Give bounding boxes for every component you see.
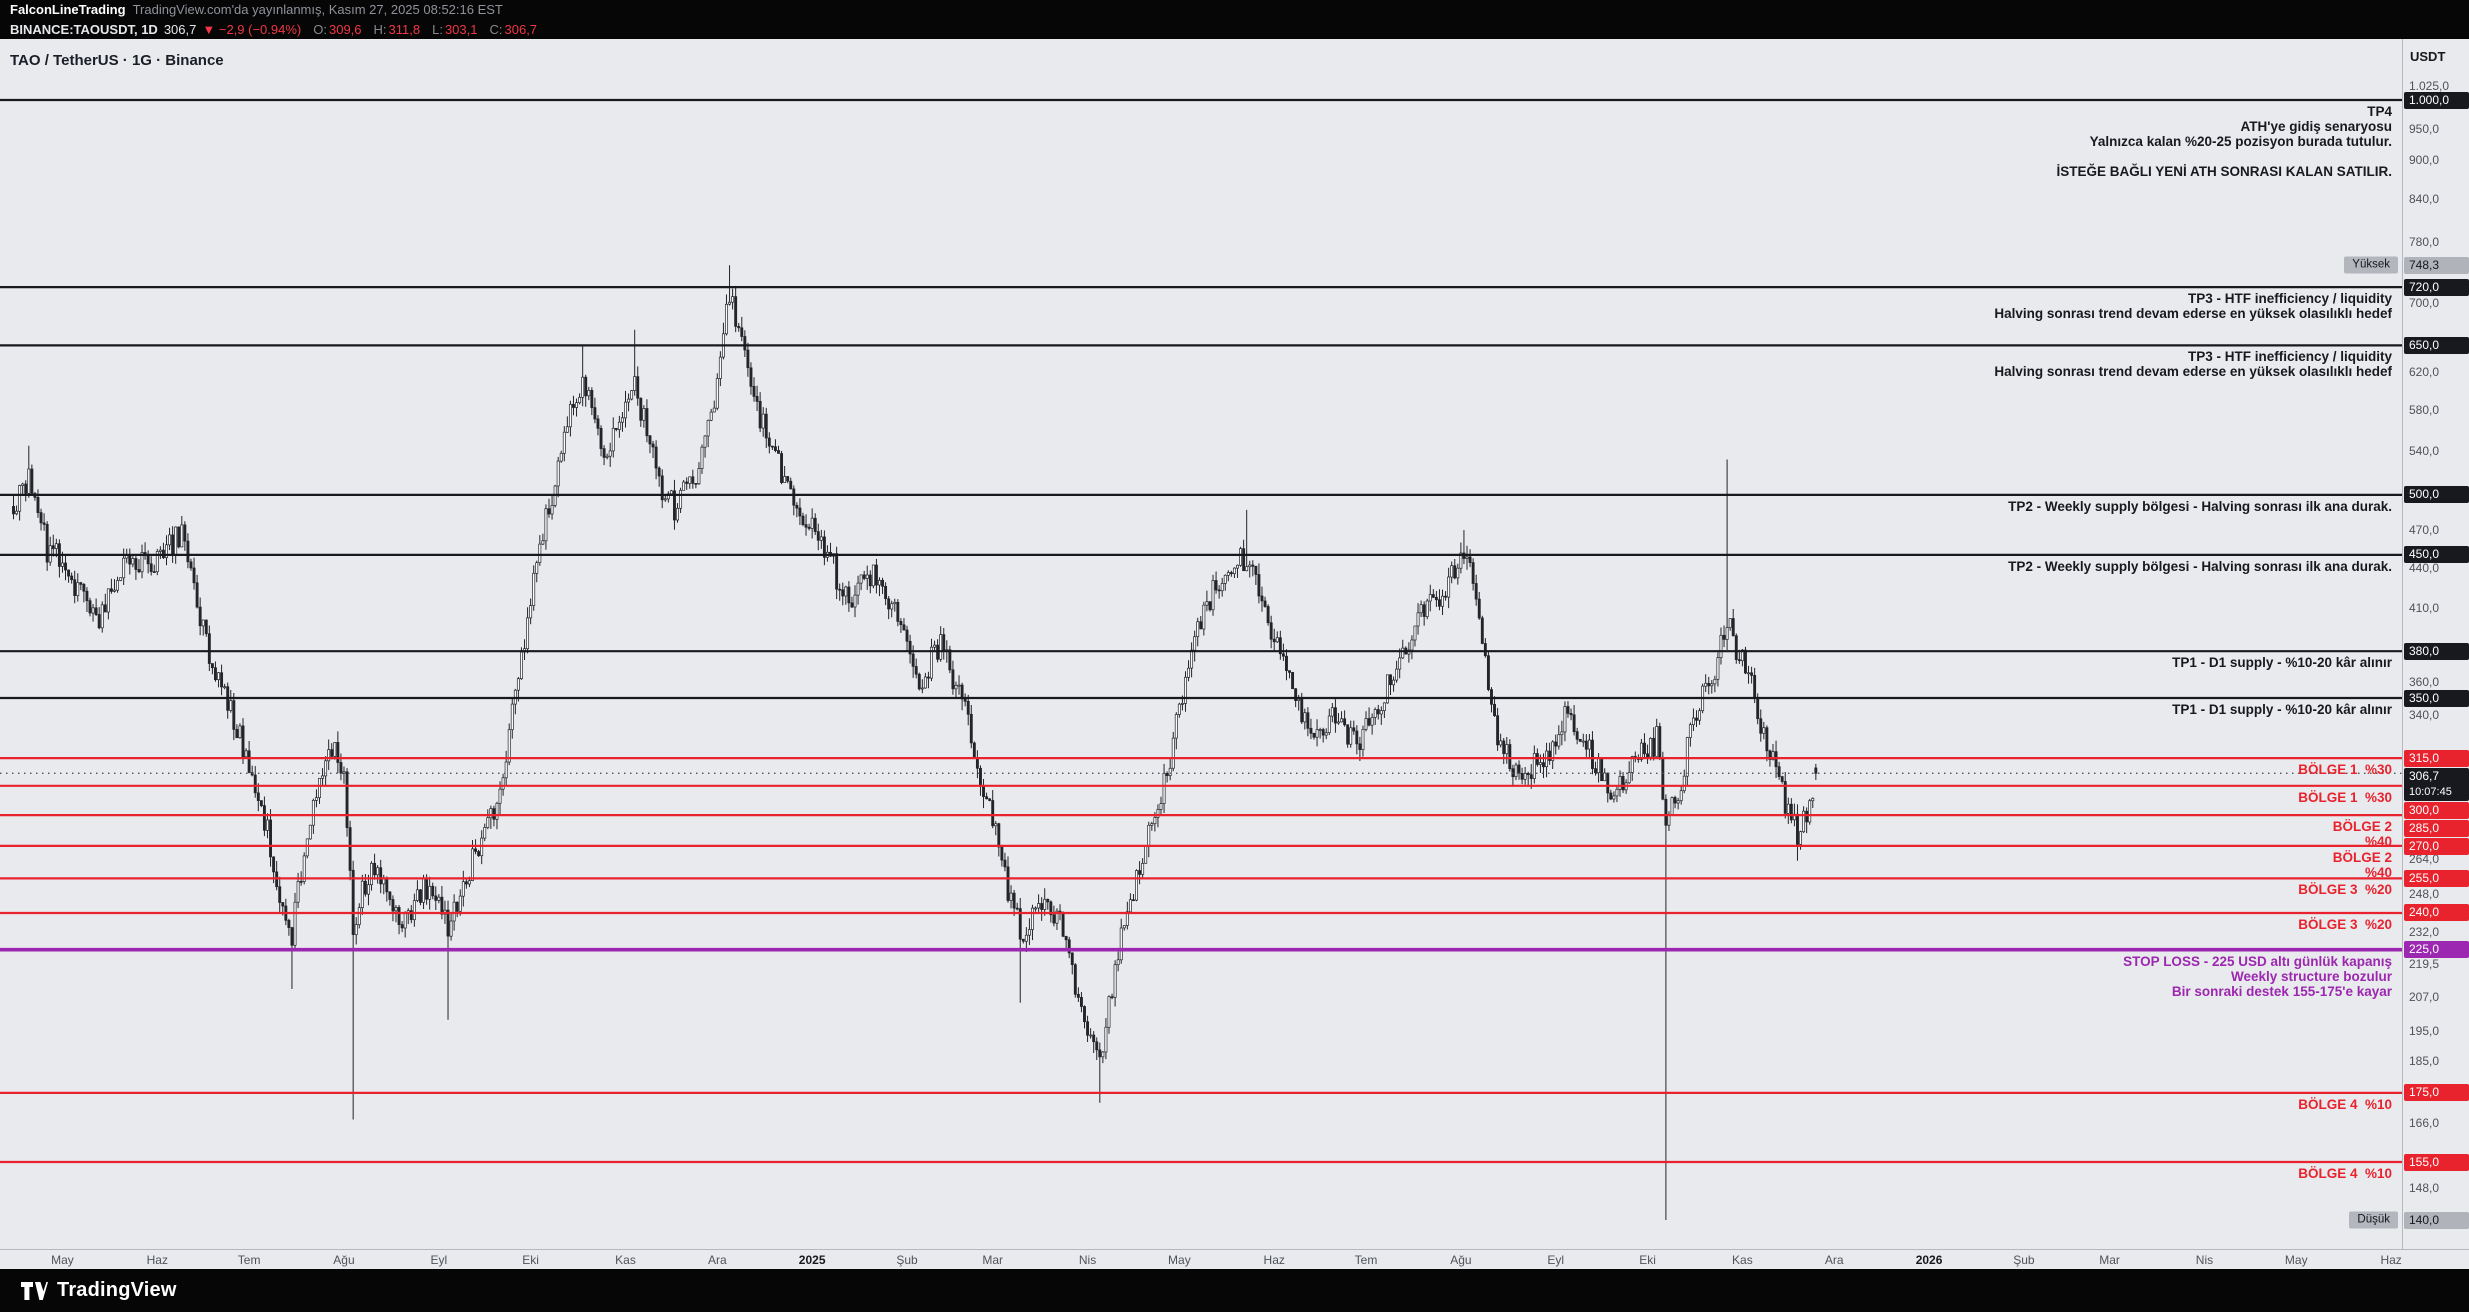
level-price-badge: 285,0: [2404, 819, 2469, 837]
month-label: May: [1168, 1253, 1191, 1267]
level-price-badge: 500,0: [2404, 486, 2469, 504]
open-label: O:: [313, 21, 327, 37]
year-label: 2025: [798, 1253, 826, 1267]
candlestick-canvas[interactable]: [0, 39, 2402, 1249]
low-value: 303,1: [444, 21, 478, 37]
month-label: May: [2284, 1253, 2308, 1267]
price-scale-currency[interactable]: USDT: [2410, 49, 2446, 64]
month-label: Eyl: [1547, 1253, 1565, 1267]
ohlc-open: O: 309,6: [313, 22, 361, 37]
year-label: 2026: [1915, 1253, 1943, 1267]
price-tick: 410,0: [2409, 600, 2440, 615]
month-label: Şub: [896, 1253, 918, 1267]
price-tick: 340,0: [2409, 707, 2440, 722]
price-tick: 207,0: [2409, 990, 2440, 1005]
price-tick: 248,0: [2409, 887, 2440, 902]
price-tick: 264,0: [2409, 851, 2440, 866]
time-axis[interactable]: May Haz Tem Ağu Eyl Eki Kas Ara 2025 Şub Mar Nis May…: [0, 1249, 2469, 1269]
close-value: 306,7: [504, 21, 538, 37]
month-label: Kas: [1732, 1253, 1753, 1267]
close-label: C:: [489, 21, 503, 37]
high-price-badge: 748,3: [2404, 256, 2469, 274]
month-label: Haz: [2380, 1253, 2402, 1267]
low-price-badge: 140,0: [2404, 1211, 2469, 1229]
level-price-badge: 380,0: [2404, 642, 2469, 660]
month-label: May: [51, 1253, 74, 1267]
countdown-timer: 10:07:45: [2409, 785, 2452, 798]
month-label: Eki: [1639, 1253, 1656, 1267]
chart-pane[interactable]: TAO / TetherUS · 1G · Binance TP4 ATH'ye …: [0, 39, 2402, 1249]
level-price-badge: 240,0: [2404, 904, 2469, 922]
month-label: Tem: [1354, 1253, 1378, 1267]
level-price-badge: 300,0: [2404, 801, 2469, 819]
open-value: 309,6: [328, 21, 362, 37]
price-tick: 219,5: [2409, 956, 2440, 971]
high-label: H:: [373, 21, 387, 37]
publisher-name[interactable]: FalconLineTrading: [10, 2, 126, 17]
month-label: Şub: [2013, 1253, 2035, 1267]
ohlc-low: L: 303,1: [432, 22, 477, 37]
price-tick: 900,0: [2409, 153, 2440, 168]
month-label: Ağu: [1450, 1253, 1472, 1267]
level-price-badge: 1.000,0: [2404, 91, 2469, 109]
symbol-name: BINANCE:TAOUSDT, 1D: [10, 21, 158, 37]
price-tick: 1.025,0: [2409, 78, 2450, 93]
high-value: 311,8: [388, 21, 421, 37]
symbol-info-bar: BINANCE:TAOUSDT, 1D 306,7 ▼ −2,9 (−0.94%…: [0, 19, 2469, 39]
month-label: Tem: [237, 1253, 261, 1267]
price-tick: 780,0: [2409, 234, 2440, 249]
price-tick: 470,0: [2409, 523, 2440, 538]
publish-info-bar: FalconLineTrading TradingView.com'da yay…: [0, 0, 2469, 19]
chart-legend[interactable]: TAO / TetherUS · 1G · Binance: [10, 52, 224, 69]
price-tick: 950,0: [2409, 122, 2440, 137]
month-label: Haz: [1263, 1253, 1285, 1267]
price-tick: 195,0: [2409, 1024, 2440, 1039]
price-tick: 700,0: [2409, 296, 2440, 311]
month-label: Mar: [2099, 1253, 2120, 1267]
level-price-badge: 720,0: [2404, 278, 2469, 296]
footer-bar: TradingView: [0, 1269, 2469, 1312]
price-tick: 166,0: [2409, 1115, 2440, 1130]
month-label: Nis: [2195, 1253, 2214, 1267]
level-price-badge: 175,0: [2404, 1084, 2469, 1102]
tradingview-logo-icon[interactable]: [20, 1279, 48, 1303]
last-price: 306,7: [163, 21, 197, 37]
level-price-badge: 225,0: [2404, 941, 2469, 959]
level-price-badge: 155,0: [2404, 1153, 2469, 1171]
price-tick: 840,0: [2409, 192, 2440, 207]
month-label: Kas: [615, 1253, 636, 1267]
price-change: ▼ −2,9 (−0.94%): [202, 21, 302, 37]
ohlc-close: C: 306,7: [490, 22, 538, 37]
price-tick: 232,0: [2409, 925, 2440, 940]
price-tick: 440,0: [2409, 560, 2440, 575]
month-label: Nis: [1078, 1253, 1097, 1267]
level-price-badge: 450,0: [2404, 546, 2469, 564]
price-tick: 148,0: [2409, 1181, 2440, 1196]
price-tick: 185,0: [2409, 1054, 2440, 1069]
publish-timestamp: TradingView.com'da yayınlanmış, Kasım 27…: [132, 2, 503, 17]
low-label: L:: [432, 21, 443, 37]
month-label: Eyl: [430, 1253, 448, 1267]
ohlc-high: H: 311,8: [374, 22, 421, 37]
price-tick: 540,0: [2409, 444, 2440, 458]
price-scale[interactable]: USDT 1.025,0 950,0 900,0 840,0 780,0 700,0 620…: [2402, 39, 2469, 1249]
month-label: Ağu: [333, 1253, 355, 1267]
price-tick: 620,0: [2409, 365, 2440, 380]
level-price-badge: 270,0: [2404, 837, 2469, 855]
month-label: Ara: [707, 1253, 727, 1267]
level-price-badge: 650,0: [2404, 336, 2469, 354]
level-price-badge: 315,0: [2404, 749, 2469, 767]
tradingview-wordmark[interactable]: TradingView: [57, 1279, 177, 1301]
price-tick: 580,0: [2409, 403, 2440, 418]
month-label: Mar: [982, 1253, 1004, 1267]
price-tick: 360,0: [2409, 674, 2440, 689]
level-price-badge: 350,0: [2404, 689, 2469, 707]
level-price-badge: 255,0: [2404, 869, 2469, 887]
month-label: Haz: [146, 1253, 168, 1267]
month-label: Ara: [1824, 1253, 1844, 1267]
current-price-badge: 306,7 10:07:45: [2404, 767, 2469, 801]
month-label: Eki: [522, 1253, 539, 1267]
